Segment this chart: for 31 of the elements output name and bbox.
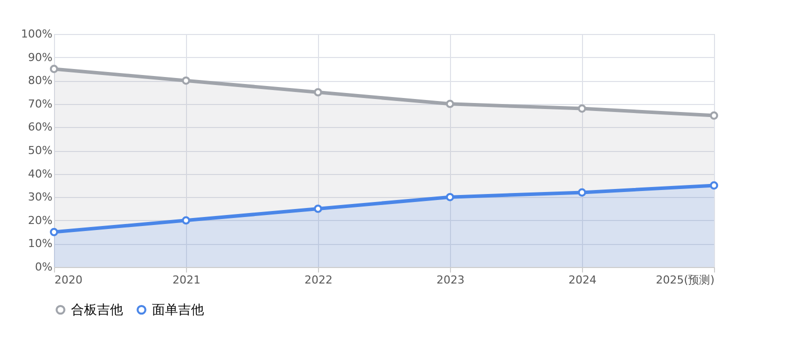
y-tick-label: 10% <box>28 237 52 250</box>
y-tick-label: 80% <box>28 74 52 88</box>
y-tick-label: 20% <box>28 214 52 227</box>
y-tick-label: 100% <box>21 28 52 40</box>
y-tick-label: 50% <box>28 144 52 157</box>
y-tick-label: 0% <box>35 260 52 274</box>
y-tick-label: 60% <box>28 120 52 134</box>
x-tick-label: 2022 <box>304 274 332 286</box>
point <box>578 104 586 113</box>
x-tick-label: 2025(预测) <box>656 274 714 286</box>
x-tick-label: 2021 <box>172 274 200 286</box>
x-tick-label: 2023 <box>436 274 464 286</box>
legend-label: 面单吉他 <box>152 302 204 318</box>
y-tick-label: 30% <box>28 190 52 204</box>
point <box>314 204 322 213</box>
point <box>50 228 58 236</box>
x-tick-label: 2024 <box>568 274 596 286</box>
point <box>446 192 454 202</box>
y-tick-label: 90% <box>28 50 52 64</box>
x-tick-label: 2020 <box>54 274 82 286</box>
point <box>314 88 322 96</box>
point <box>710 181 718 190</box>
point <box>182 216 190 225</box>
legend-label: 合板吉他 <box>71 302 123 318</box>
y-tick-label: 70% <box>28 97 52 110</box>
y-tick-label: 40% <box>28 167 52 180</box>
point <box>578 188 586 197</box>
point <box>182 76 190 85</box>
point <box>446 100 454 108</box>
point <box>710 111 718 120</box>
point <box>50 64 58 74</box>
